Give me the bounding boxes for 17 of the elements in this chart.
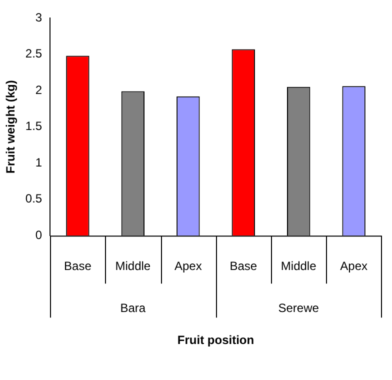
x-axis-title: Fruit position: [177, 332, 254, 347]
y-tick-label: 2.5: [25, 46, 42, 61]
text: Bara: [120, 300, 146, 315]
y-tick-label: 1.5: [25, 119, 42, 134]
x-tick-label: Middle: [280, 259, 317, 274]
y-axis-title: Fruit weight (kg): [4, 80, 18, 174]
y-tick-label: 2: [35, 82, 42, 97]
y-tick-label: 0.5: [25, 192, 42, 206]
x-tick-label: Apex: [174, 259, 202, 274]
y-tick-label: 1: [35, 155, 42, 170]
x-tick-label: Base: [230, 259, 258, 274]
x-tick-label: Middle: [115, 259, 151, 274]
y-tick-label: 3: [35, 10, 42, 24]
text: Serewe: [278, 300, 320, 315]
x-tick-label: Apex: [340, 259, 368, 274]
y-tick-label: 0: [35, 228, 42, 242]
x-tick-label: Base: [64, 259, 92, 274]
